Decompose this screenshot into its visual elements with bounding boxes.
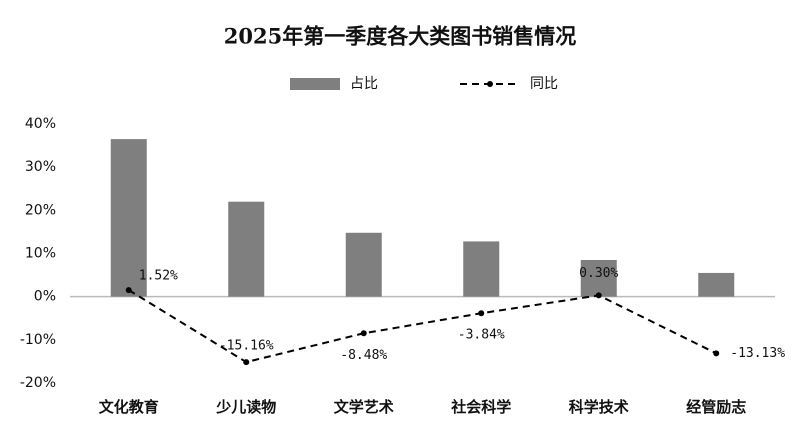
y-tick-label: 10% — [25, 246, 56, 262]
legend-swatch — [290, 78, 340, 90]
legend-label: 同比 — [530, 76, 558, 92]
bar — [345, 232, 382, 297]
bar — [580, 259, 617, 297]
bar — [698, 272, 735, 297]
bar — [228, 201, 265, 297]
line — [128, 289, 717, 364]
bar — [110, 139, 147, 297]
data-label: 0.30% — [579, 266, 618, 281]
line-marker — [713, 350, 720, 357]
data-label: -8.48% — [340, 348, 387, 363]
legend-label: 占比 — [350, 76, 378, 92]
line-marker — [125, 287, 132, 294]
x-tick-label: 社会科学 — [450, 398, 511, 416]
data-label: 1.52% — [139, 269, 178, 284]
line-marker — [478, 310, 485, 317]
x-tick-label: 文化教育 — [99, 398, 159, 416]
y-tick-label: 20% — [25, 202, 56, 218]
x-tick-label: 经管励志 — [686, 398, 746, 416]
y-tick-label: 0% — [34, 289, 56, 305]
data-label: -3.84% — [458, 328, 505, 343]
data-label: -13.13% — [730, 346, 785, 361]
x-tick-label: 少儿读物 — [215, 398, 276, 416]
x-tick-label: 科学技术 — [569, 398, 629, 416]
chart-title: 2025年第一季度各大类图书销售情况 — [224, 24, 576, 49]
y-tick-label: 30% — [25, 159, 56, 175]
y-tick-label: -10% — [20, 332, 56, 348]
line-marker — [360, 330, 367, 337]
line-marker — [595, 292, 602, 299]
legend-marker — [487, 81, 493, 87]
line-marker — [243, 359, 250, 366]
x-tick-label: 文学艺术 — [334, 398, 394, 416]
y-tick-label: 40% — [25, 116, 56, 132]
bar — [463, 241, 500, 297]
data-label: -15.16% — [219, 339, 274, 354]
y-tick-label: -20% — [20, 375, 56, 391]
